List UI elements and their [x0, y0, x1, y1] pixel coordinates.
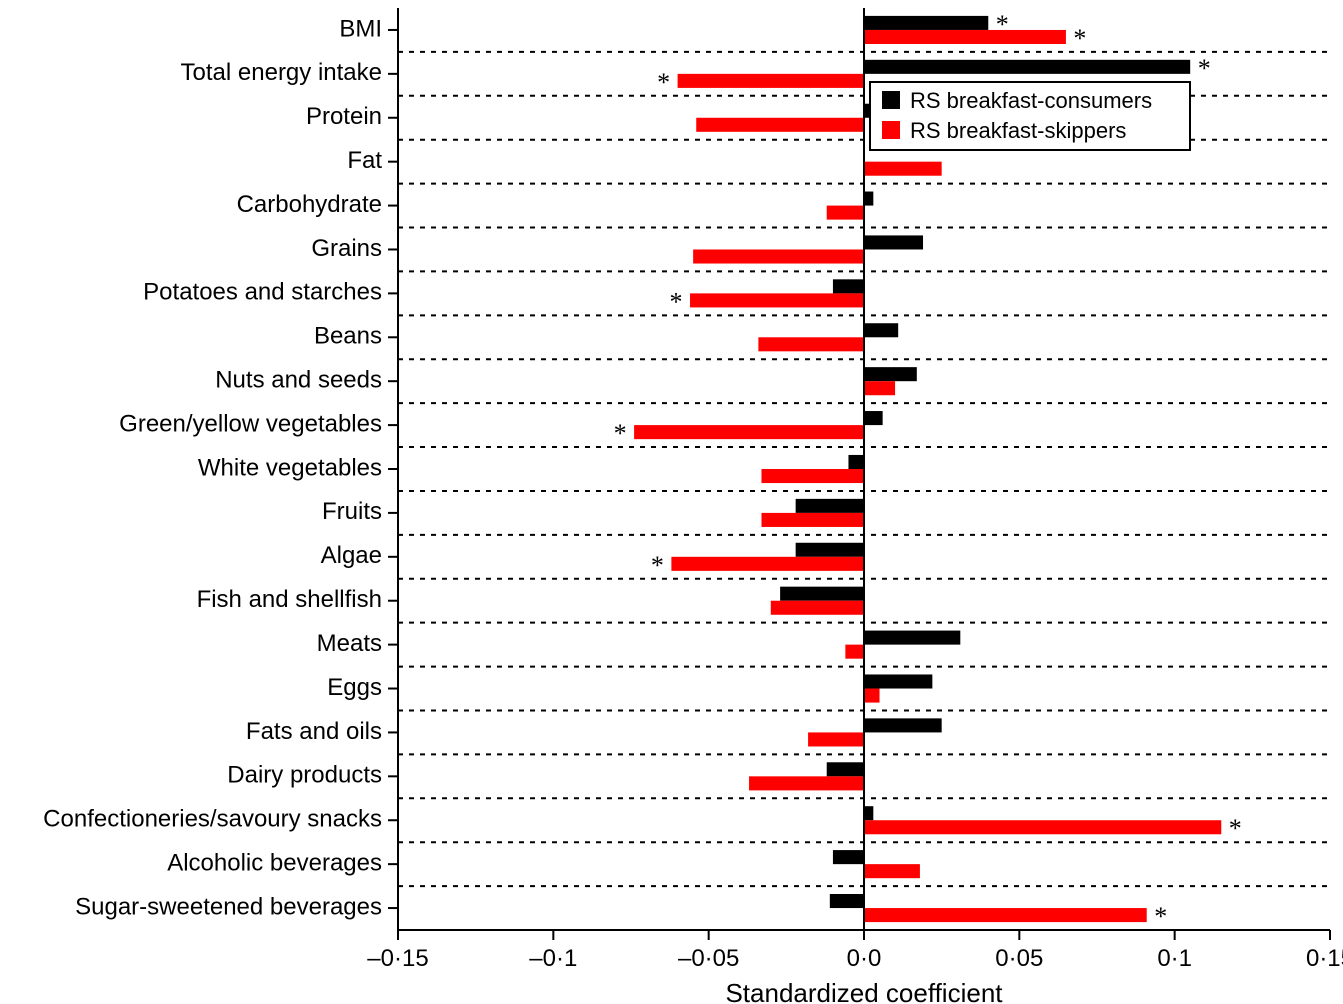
bar — [864, 820, 1221, 834]
y-tick-label: Carbohydrate — [237, 191, 382, 218]
significance-star: * — [1154, 902, 1167, 931]
bar — [780, 587, 864, 601]
bar — [749, 776, 864, 790]
y-tick-label: Potatoes and starches — [143, 279, 382, 306]
bar — [864, 689, 880, 703]
bar — [690, 293, 864, 307]
bar — [827, 206, 864, 220]
bar — [833, 850, 864, 864]
bar — [830, 894, 864, 908]
bar — [864, 192, 873, 206]
significance-star: * — [614, 419, 627, 448]
y-tick-label: Beans — [314, 323, 382, 350]
significance-star: * — [1198, 54, 1211, 83]
bar — [864, 235, 923, 249]
bar — [634, 425, 864, 439]
significance-star: * — [1073, 24, 1086, 53]
bar — [678, 74, 864, 88]
bar — [671, 557, 864, 571]
bar — [796, 543, 864, 557]
y-tick-label: Meats — [317, 630, 382, 657]
x-tick-label: –0·15 — [367, 945, 428, 972]
bar — [848, 455, 864, 469]
y-tick-label: Algae — [321, 542, 382, 569]
bar — [696, 118, 864, 132]
y-tick-label: BMI — [339, 15, 382, 42]
bar — [864, 718, 942, 732]
chart-container: *********BMITotal energy intakeProteinFa… — [0, 0, 1343, 1004]
bar — [833, 279, 864, 293]
y-tick-label: Fruits — [322, 498, 382, 525]
bar — [864, 16, 988, 30]
legend-label: RS breakfast-skippers — [910, 118, 1126, 143]
bar — [761, 469, 864, 483]
x-tick-label: 0·05 — [995, 945, 1043, 972]
bar — [864, 631, 960, 645]
legend-swatch — [882, 91, 900, 109]
bar — [808, 732, 864, 746]
significance-star: * — [1229, 814, 1242, 843]
y-tick-label: Fat — [347, 147, 382, 174]
x-axis-label: Standardized coefficient — [725, 978, 1003, 1004]
y-tick-label: Alcoholic beverages — [167, 849, 382, 876]
y-tick-label: White vegetables — [198, 454, 382, 481]
y-tick-label: Total energy intake — [181, 59, 382, 86]
bar — [761, 513, 864, 527]
bar — [693, 249, 864, 263]
x-tick-label: 0·0 — [847, 945, 882, 972]
y-tick-label: Green/yellow vegetables — [119, 410, 382, 437]
y-tick-label: Sugar-sweetened beverages — [75, 893, 382, 920]
bar — [864, 908, 1147, 922]
bar — [864, 674, 932, 688]
bar — [864, 60, 1190, 74]
x-tick-label: –0·1 — [529, 945, 577, 972]
y-tick-label: Protein — [306, 103, 382, 130]
y-tick-label: Dairy products — [227, 762, 382, 789]
bar-chart: *********BMITotal energy intakeProteinFa… — [0, 0, 1343, 1004]
y-tick-label: Grains — [311, 235, 382, 262]
bar — [864, 323, 898, 337]
x-tick-label: 0·15 — [1306, 945, 1343, 972]
bar — [771, 601, 864, 615]
legend-label: RS breakfast-consumers — [910, 88, 1152, 113]
y-tick-label: Fish and shellfish — [197, 586, 382, 613]
bar — [864, 381, 895, 395]
y-tick-label: Fats and oils — [246, 718, 382, 745]
x-tick-label: 0·1 — [1157, 945, 1192, 972]
bar — [864, 30, 1066, 44]
significance-star: * — [670, 287, 683, 316]
significance-star: * — [657, 68, 670, 97]
bar — [864, 806, 873, 820]
bar — [864, 367, 917, 381]
bar — [864, 162, 942, 176]
legend: RS breakfast-consumers RS breakfast-skipp… — [870, 82, 1190, 150]
bar — [758, 337, 864, 351]
y-tick-label: Nuts and seeds — [215, 367, 382, 394]
bar — [796, 499, 864, 513]
bar — [864, 411, 883, 425]
bar — [845, 645, 864, 659]
bar — [864, 864, 920, 878]
significance-star: * — [651, 551, 664, 580]
bar — [827, 762, 864, 776]
y-tick-label: Confectioneries/savoury snacks — [43, 806, 382, 833]
x-tick-label: –0·05 — [678, 945, 739, 972]
y-tick-label: Eggs — [327, 674, 382, 701]
legend-swatch — [882, 121, 900, 139]
